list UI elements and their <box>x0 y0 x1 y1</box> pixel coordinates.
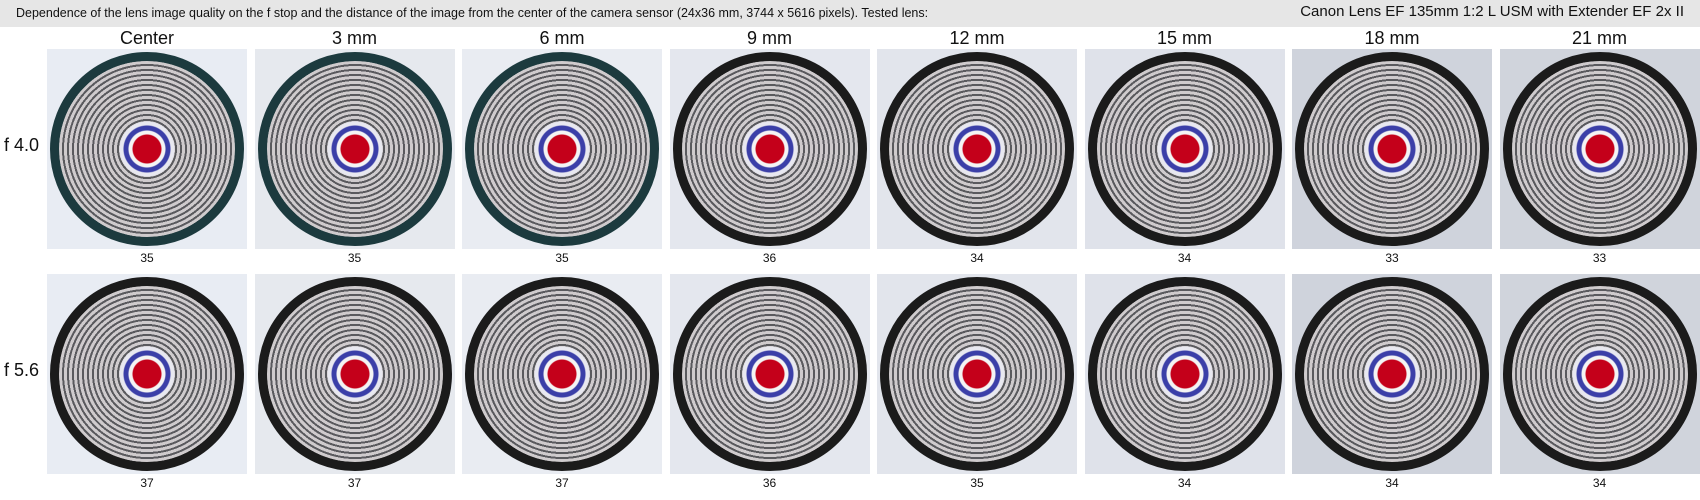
score: 35 <box>970 476 984 490</box>
score: 36 <box>762 251 777 265</box>
score: 34 <box>970 251 984 265</box>
test-image <box>669 49 870 249</box>
lens-target <box>1295 277 1489 471</box>
test-image <box>1292 49 1492 249</box>
lens-target <box>257 277 452 471</box>
score: 36 <box>762 476 777 490</box>
lens-target <box>1087 52 1282 246</box>
score: 34 <box>1177 251 1192 265</box>
column-header: Center <box>119 28 175 48</box>
lens-target <box>672 277 867 471</box>
row-label: f 5.6 <box>4 360 40 380</box>
score: 37 <box>140 476 154 490</box>
lens-target <box>1502 277 1697 471</box>
lens-target <box>880 277 1074 471</box>
score: 34 <box>1177 476 1192 490</box>
test-image <box>877 274 1077 474</box>
score: 33 <box>1592 251 1607 265</box>
column-header: 3 mm <box>332 28 377 48</box>
column-header: 21 mm <box>1571 28 1627 48</box>
test-image <box>1499 274 1700 474</box>
test-image <box>254 49 455 249</box>
score: 35 <box>555 251 569 265</box>
test-image <box>1084 49 1285 249</box>
column-header: 15 mm <box>1156 28 1212 48</box>
row-label: f 4.0 <box>4 135 40 155</box>
test-image <box>47 49 247 249</box>
test-image <box>254 274 455 474</box>
score: 37 <box>555 476 569 490</box>
lens-name: Canon Lens EF 135mm 1:2 L USM with Exten… <box>1300 3 1684 20</box>
header-bar: Dependence of the lens image quality on … <box>0 0 1700 27</box>
test-image <box>877 49 1077 249</box>
test-image <box>47 274 247 474</box>
description: Dependence of the lens image quality on … <box>16 6 929 20</box>
lens-target <box>257 52 452 246</box>
lens-target <box>465 277 659 471</box>
lens-target <box>880 52 1074 246</box>
test-image <box>1499 49 1700 249</box>
lens-target <box>465 52 659 246</box>
column-header: 12 mm <box>949 28 1005 48</box>
score: 34 <box>1385 476 1399 490</box>
test-image <box>462 274 662 474</box>
column-header: 9 mm <box>747 28 792 48</box>
score: 34 <box>1592 476 1607 490</box>
score: 33 <box>1385 251 1399 265</box>
test-image <box>1292 274 1492 474</box>
lens-target <box>672 52 867 246</box>
lens-target <box>1502 52 1697 246</box>
test-image <box>1084 274 1285 474</box>
column-header: 18 mm <box>1364 28 1420 48</box>
score: 37 <box>347 476 362 490</box>
test-image <box>462 49 662 249</box>
score: 35 <box>347 251 362 265</box>
lens-target <box>1087 277 1282 471</box>
score: 35 <box>140 251 154 265</box>
lens-target <box>50 52 244 246</box>
column-header: 6 mm <box>539 28 585 48</box>
test-image <box>669 274 870 474</box>
lens-target <box>50 277 244 471</box>
lens-target <box>1295 52 1489 246</box>
